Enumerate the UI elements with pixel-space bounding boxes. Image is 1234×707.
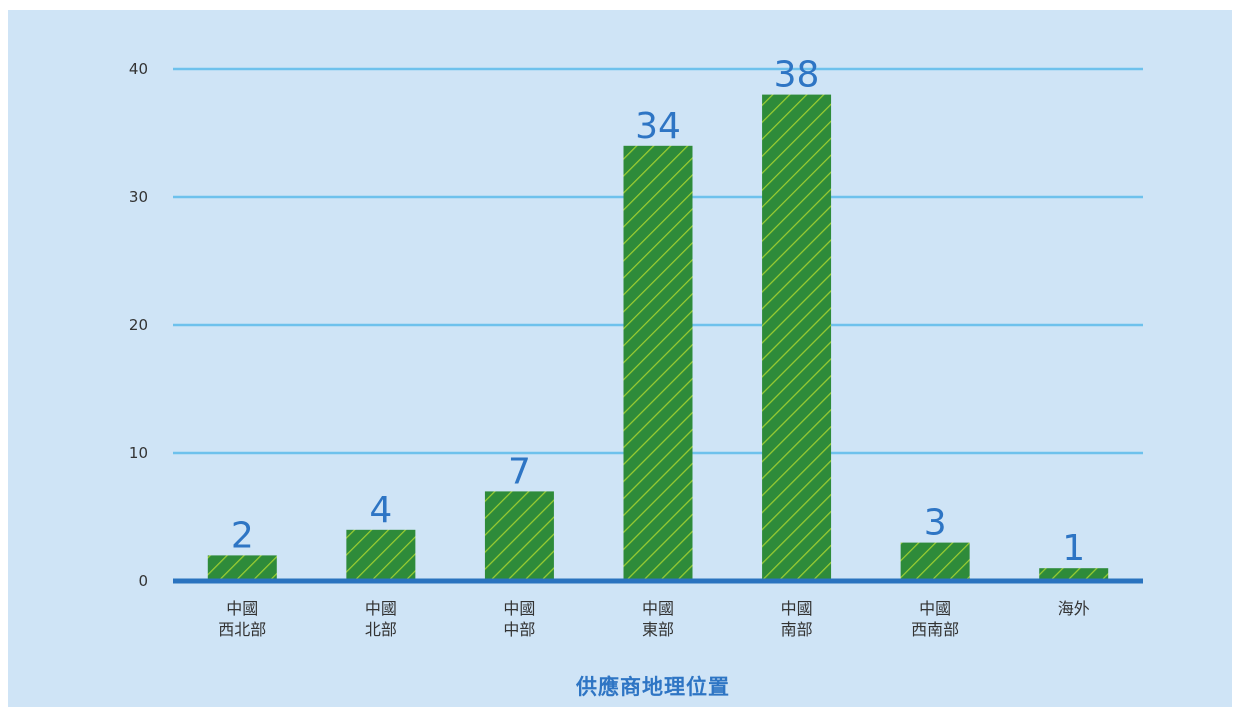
x-tick-label: 西北部 [218, 620, 266, 639]
x-tick-label: 中部 [503, 620, 535, 639]
bars [207, 94, 1109, 582]
data-label: 34 [635, 106, 681, 147]
bar [484, 491, 554, 581]
x-tick-label: 南部 [781, 620, 813, 639]
x-tick-label: 中國 [365, 599, 397, 618]
data-label: 4 [369, 490, 392, 531]
bar [762, 94, 832, 581]
x-tick-label: 中國 [781, 599, 813, 618]
y-tick-label: 30 [129, 188, 148, 206]
bar [623, 145, 693, 582]
bar [1039, 568, 1109, 581]
x-tick-label: 海外 [1058, 599, 1090, 618]
y-tick-label: 40 [129, 60, 148, 78]
data-label: 2 [231, 515, 254, 556]
x-tick-label: 中國 [919, 599, 951, 618]
x-tick-label: 中國 [503, 599, 535, 618]
x-tick-label: 西南部 [911, 620, 959, 639]
bar [900, 542, 970, 581]
data-labels: 2 4 7 34 38 3 1 [231, 55, 1085, 570]
x-axis-title: 供應商地理位置 [575, 675, 730, 699]
chart-panel: 0 10 20 30 40 2 4 7 34 38 3 1 中國西北部 中國北部 中國中部 中國東部 中國南… [8, 10, 1232, 707]
bar [346, 529, 416, 581]
y-tick-label: 0 [138, 572, 148, 590]
data-label: 1 [1062, 528, 1085, 569]
bar [207, 555, 277, 581]
y-axis-ticks: 0 10 20 30 40 [129, 60, 148, 590]
data-label: 3 [924, 503, 947, 544]
data-label: 7 [508, 451, 531, 492]
x-tick-label: 中國 [642, 599, 674, 618]
data-label: 38 [774, 55, 820, 96]
x-tick-label: 北部 [365, 620, 397, 639]
y-tick-label: 10 [129, 444, 148, 462]
x-tick-label: 東部 [642, 620, 674, 639]
y-tick-label: 20 [129, 316, 148, 334]
x-tick-label: 中國 [226, 599, 258, 618]
